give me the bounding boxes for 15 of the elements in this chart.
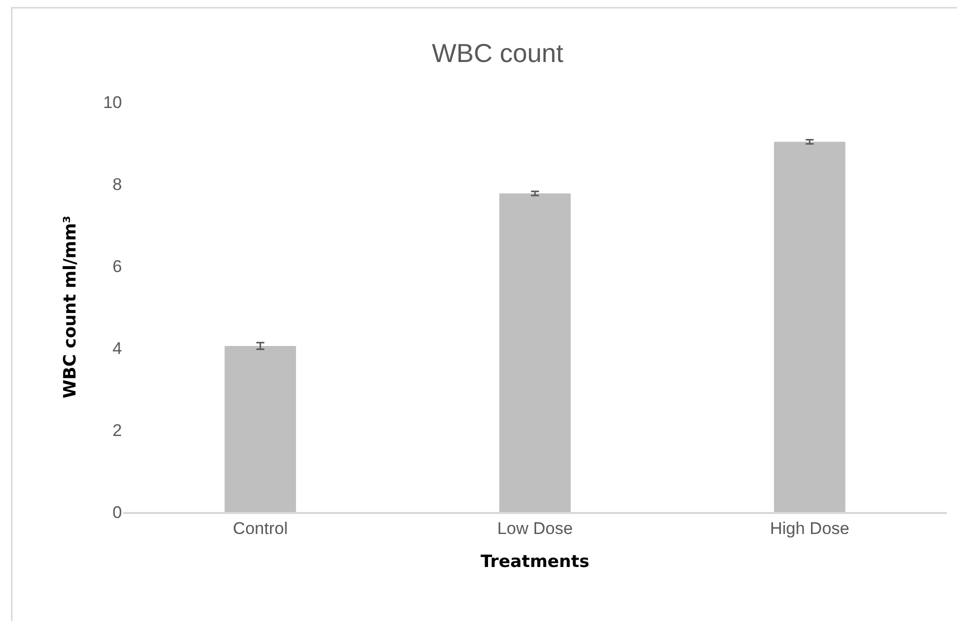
- y-tick-label: 6: [112, 256, 122, 276]
- y-tick-label: 4: [112, 338, 122, 358]
- chart-title: WBC count: [432, 38, 564, 68]
- bar: [224, 346, 296, 512]
- y-tick-label: 0: [112, 502, 122, 522]
- x-tick-label: High Dose: [770, 519, 850, 538]
- y-tick-label: 8: [112, 174, 122, 194]
- y-tick-label: 10: [103, 92, 122, 112]
- y-axis-title: WBC count ml/mm³: [60, 216, 81, 398]
- x-tick-label: Control: [232, 519, 288, 538]
- x-axis-title: Treatments: [480, 552, 590, 572]
- bar: [774, 142, 846, 512]
- bar: [499, 193, 571, 512]
- y-tick-label: 2: [112, 420, 122, 440]
- x-tick-label: Low Dose: [497, 519, 573, 538]
